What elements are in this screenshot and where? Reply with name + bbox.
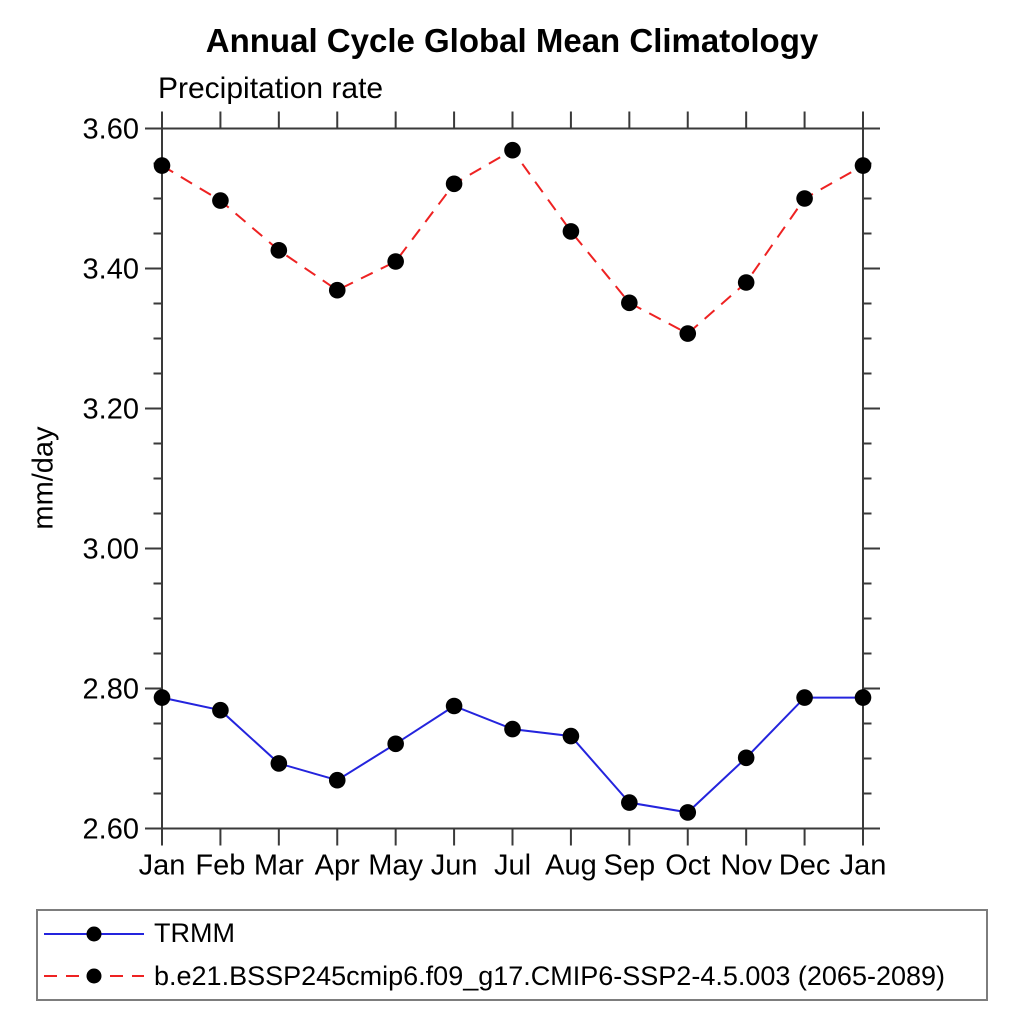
chart-subtitle: Precipitation rate <box>158 72 384 105</box>
x-tick-label: Apr <box>315 850 360 882</box>
data-point-marker <box>621 294 638 312</box>
data-point-marker <box>562 223 580 240</box>
x-tick-label: Jan <box>840 850 887 882</box>
legend-entry-trmm: TRMM <box>42 914 986 954</box>
y-tick-label: 2.80 <box>83 674 139 706</box>
legend-label-trmm: TRMM <box>154 918 235 949</box>
legend-line-sample-solid <box>44 926 144 942</box>
legend-entry-model: b.e21.BSSP245cmip6.f09_g17.CMIP6-SSP2-4.… <box>42 956 986 996</box>
data-point-marker <box>270 755 288 772</box>
series-line-1 <box>161 148 864 335</box>
x-tick-label: Dec <box>779 850 831 882</box>
y-tick-label: 2.60 <box>83 814 139 846</box>
series-line-0 <box>161 696 863 814</box>
data-point-marker <box>270 242 288 259</box>
data-point-marker <box>504 720 521 738</box>
data-point-marker <box>387 253 404 270</box>
legend-marker-dot-icon <box>86 968 102 984</box>
x-tick-label: Feb <box>195 850 245 882</box>
x-tick-label: Mar <box>254 850 304 882</box>
data-point-marker <box>621 794 638 811</box>
data-point-marker <box>679 804 697 821</box>
x-tick-label: Oct <box>665 850 710 882</box>
data-point-marker <box>854 689 872 706</box>
x-tick-label: Aug <box>545 850 597 882</box>
x-tick-label: Nov <box>720 850 772 882</box>
data-point-marker <box>679 325 697 342</box>
data-point-marker <box>562 727 580 745</box>
data-point-marker <box>445 175 463 193</box>
data-point-marker <box>854 157 872 174</box>
x-tick-label: Jul <box>494 850 531 882</box>
data-point-marker <box>737 749 755 767</box>
data-point-marker <box>796 190 813 207</box>
legend-line-sample-dashed <box>44 968 144 984</box>
chart-title: Annual Cycle Global Mean Climatology <box>205 22 819 59</box>
data-point-marker <box>328 281 346 299</box>
legend-label-model: b.e21.BSSP245cmip6.f09_g17.CMIP6-SSP2-4.… <box>154 960 946 991</box>
data-point-marker <box>212 701 229 719</box>
data-point-marker <box>504 141 521 159</box>
x-tick-label: Jun <box>431 850 478 882</box>
y-tick-label: 3.00 <box>83 534 139 566</box>
data-point-marker <box>737 274 755 291</box>
x-tick-label: Jan <box>139 850 186 882</box>
x-tick-label: Sep <box>604 850 656 882</box>
data-point-marker <box>153 157 171 174</box>
data-point-marker <box>796 689 813 706</box>
data-point-marker <box>153 689 171 706</box>
data-point-marker <box>445 697 463 715</box>
data-point-marker <box>328 771 346 789</box>
y-tick-label: 3.40 <box>83 254 139 286</box>
y-tick-label: 3.60 <box>83 114 139 146</box>
data-point-marker <box>212 192 229 209</box>
legend: TRMM b.e21.BSSP245cmip6.f09_g17.CMIP6-SS… <box>36 909 988 1001</box>
x-tick-label: May <box>368 850 423 882</box>
legend-marker-dot-icon <box>86 926 102 942</box>
y-tick-label: 3.20 <box>83 394 139 426</box>
data-point-marker <box>387 735 404 753</box>
